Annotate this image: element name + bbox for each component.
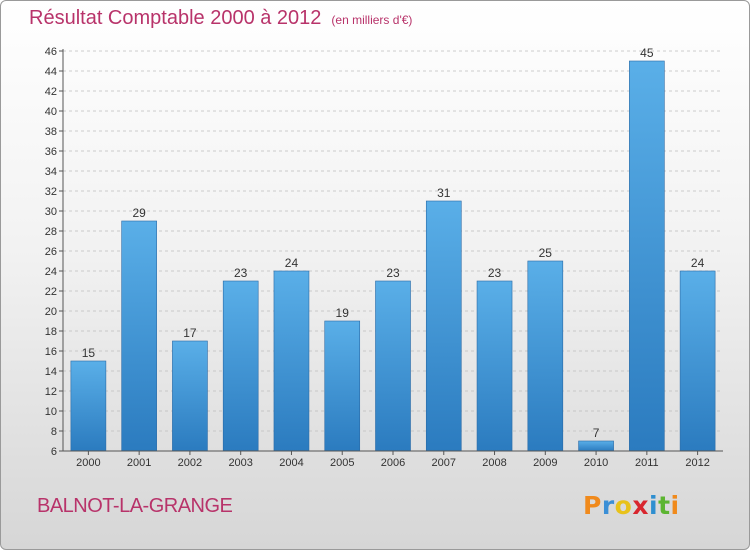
data-label-2011: 45 <box>640 46 654 60</box>
chart-title-unit: (en milliers d'€) <box>331 13 413 27</box>
x-tick-label-2006: 2006 <box>381 457 405 469</box>
bar-2012 <box>679 270 716 452</box>
commune-name: BALNOT-LA-GRANGE <box>37 495 233 517</box>
data-label-2003: 23 <box>234 266 248 280</box>
data-label-2007: 31 <box>437 186 451 200</box>
y-tick-label: 30 <box>45 206 57 218</box>
y-tick-label: 32 <box>45 186 57 198</box>
y-tick-label: 46 <box>45 46 57 58</box>
y-tick-label: 22 <box>45 286 57 298</box>
bar-layer: 15 29 17 23 24 19 23 31 23 25 7 45 24 <box>70 46 716 452</box>
bar-2002 <box>172 340 208 452</box>
y-tick-label: 42 <box>45 86 57 98</box>
x-tick-label-2001: 2001 <box>127 457 151 469</box>
data-label-2001: 29 <box>132 206 146 220</box>
logo-letter: x <box>632 491 649 520</box>
bar-2011 <box>629 60 665 452</box>
y-tick-label: 18 <box>45 326 57 338</box>
data-label-2012: 24 <box>691 256 705 270</box>
x-tick-label-2003: 2003 <box>228 457 252 469</box>
bar-2004 <box>273 270 310 452</box>
bar-2000 <box>70 360 107 452</box>
x-tick-label-2004: 2004 <box>279 457 303 469</box>
y-tick-label: 26 <box>45 246 57 258</box>
bar-2001 <box>121 220 157 452</box>
data-label-2008: 23 <box>488 266 502 280</box>
bar-2005 <box>324 320 361 452</box>
bar-2006 <box>375 280 411 452</box>
y-tick-label: 20 <box>45 306 57 318</box>
y-tick-label: 14 <box>45 366 57 378</box>
data-label-2006: 23 <box>386 266 400 280</box>
bar-2003 <box>222 280 259 452</box>
y-tick-label: 28 <box>45 226 57 238</box>
proxiti-logo: Proxiti <box>583 491 680 520</box>
y-tick-label: 38 <box>45 126 57 138</box>
logo-letter: i <box>670 491 680 520</box>
y-tick-label: 12 <box>45 386 57 398</box>
x-tick-label-2005: 2005 <box>330 457 354 469</box>
y-tick-label: 8 <box>51 426 57 438</box>
data-label-2010: 7 <box>593 426 600 440</box>
logo-letter: r <box>601 491 615 520</box>
y-tick-label: 40 <box>45 106 57 118</box>
y-tick-label: 24 <box>45 266 57 278</box>
y-tick-label: 34 <box>45 166 57 178</box>
data-label-2005: 19 <box>336 306 350 320</box>
y-tick-label: 16 <box>45 346 57 358</box>
x-tick-label-2007: 2007 <box>432 457 456 469</box>
x-tick-label-2012: 2012 <box>685 457 709 469</box>
y-tick-label: 44 <box>45 66 57 78</box>
logo-letter: t <box>658 491 671 520</box>
axis-layer: 6 8 10 12 14 16 18 20 22 24 26 28 30 32 34 36 38 40 42 44 46… <box>45 46 723 469</box>
bar-2010 <box>578 440 614 452</box>
x-tick-label-2011: 2011 <box>635 457 659 469</box>
chart-title: Résultat Comptable 2000 à 2012 (en millie… <box>29 7 412 30</box>
data-label-2002: 17 <box>183 326 197 340</box>
bar-2007 <box>425 200 462 452</box>
data-label-2004: 24 <box>285 256 299 270</box>
bar-2009 <box>527 260 564 452</box>
logo-letter: i <box>649 491 659 520</box>
x-tick-label-2002: 2002 <box>178 457 202 469</box>
data-label-2000: 15 <box>82 346 96 360</box>
y-tick-label: 6 <box>51 446 57 458</box>
x-tick-label-2009: 2009 <box>533 457 557 469</box>
data-label-2009: 25 <box>539 246 553 260</box>
x-tick-label-2008: 2008 <box>482 457 506 469</box>
x-tick-label-2000: 2000 <box>76 457 100 469</box>
logo-letter: P <box>583 491 602 520</box>
y-tick-label: 36 <box>45 146 57 158</box>
logo-letter: o <box>614 491 633 520</box>
bar-2008 <box>476 280 513 452</box>
chart-title-text: Résultat Comptable 2000 à 2012 <box>29 7 322 29</box>
x-tick-label-2010: 2010 <box>584 457 608 469</box>
y-tick-label: 10 <box>45 406 57 418</box>
